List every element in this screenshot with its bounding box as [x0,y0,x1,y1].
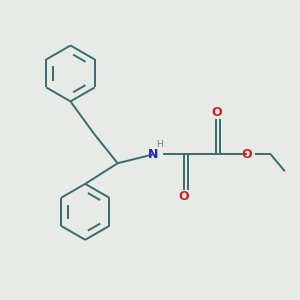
Text: N: N [148,148,158,161]
Text: O: O [178,190,189,203]
Text: O: O [242,148,253,161]
Text: H: H [156,140,163,149]
Text: O: O [211,106,222,119]
